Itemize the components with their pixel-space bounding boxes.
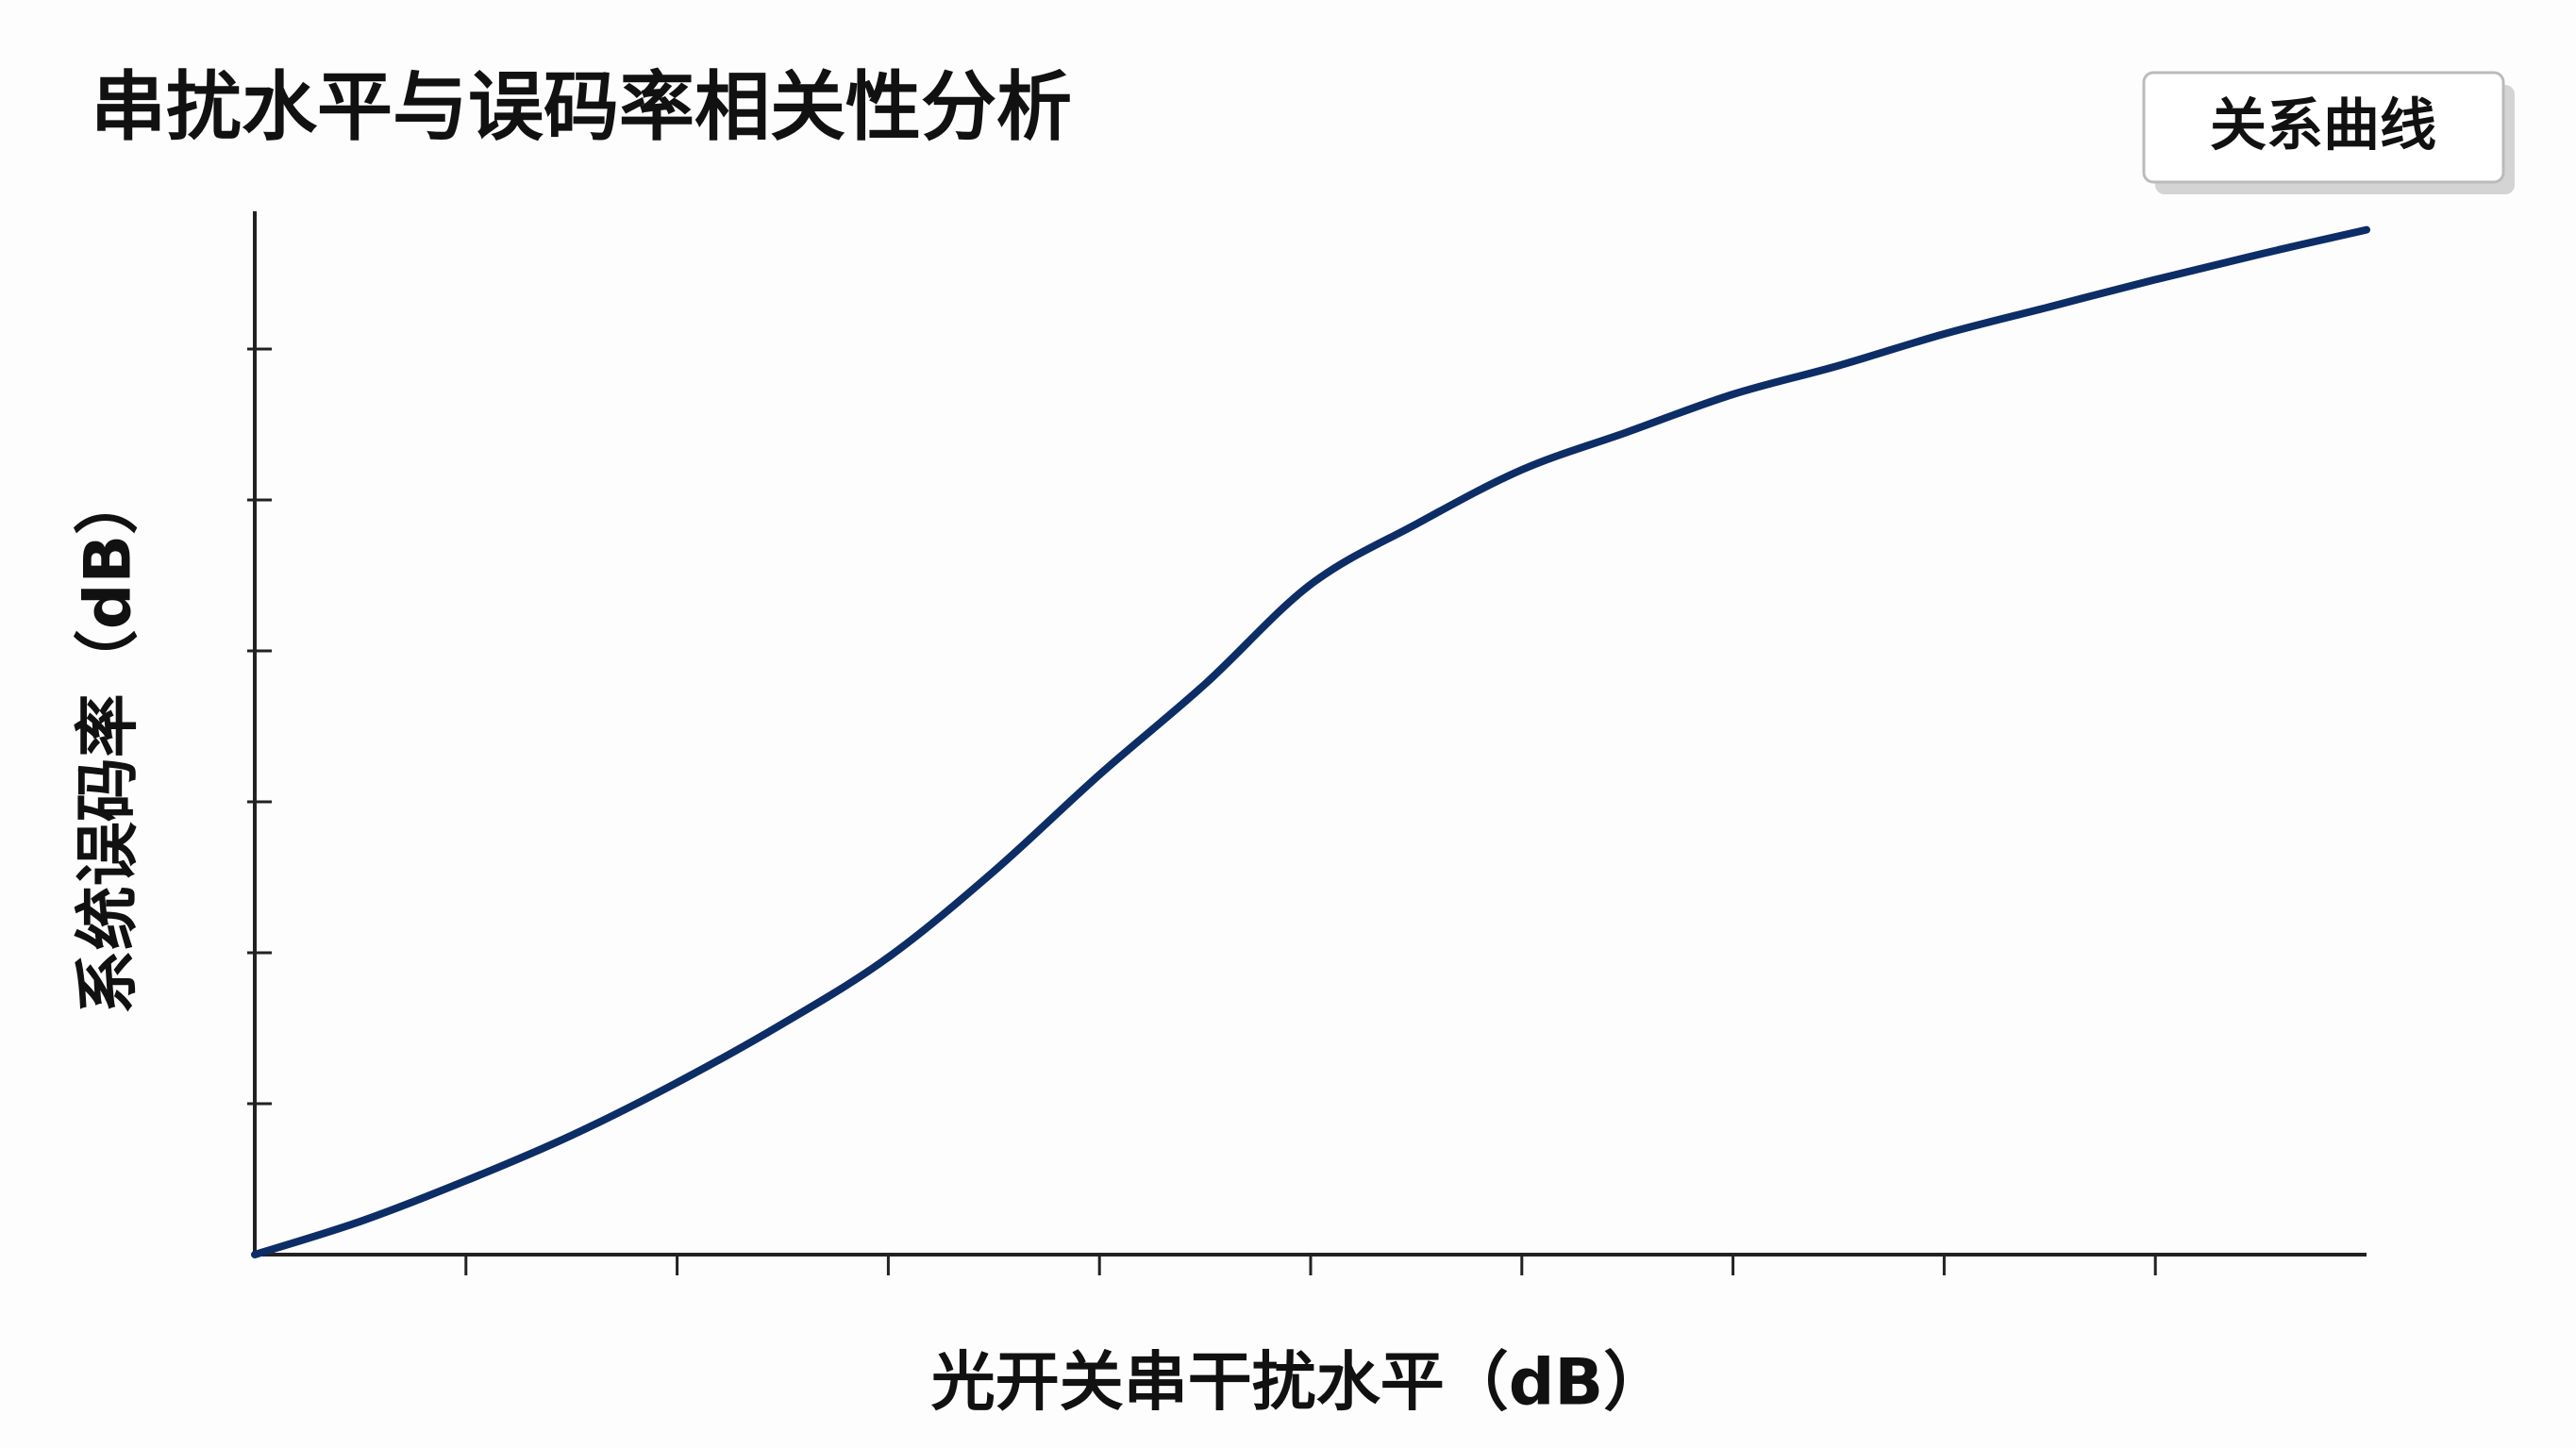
legend: 关系曲线	[2142, 71, 2515, 194]
y-axis-label: 系统误码率（dB）	[72, 471, 146, 1015]
legend-label: 关系曲线	[2210, 93, 2436, 159]
chart-title: 串扰水平与误码率相关性分析	[91, 63, 1072, 151]
data-line	[251, 225, 2370, 1258]
x-axis-label: 光开关串干扰水平（dB）	[931, 1346, 1668, 1421]
legend-box	[2142, 71, 2505, 184]
